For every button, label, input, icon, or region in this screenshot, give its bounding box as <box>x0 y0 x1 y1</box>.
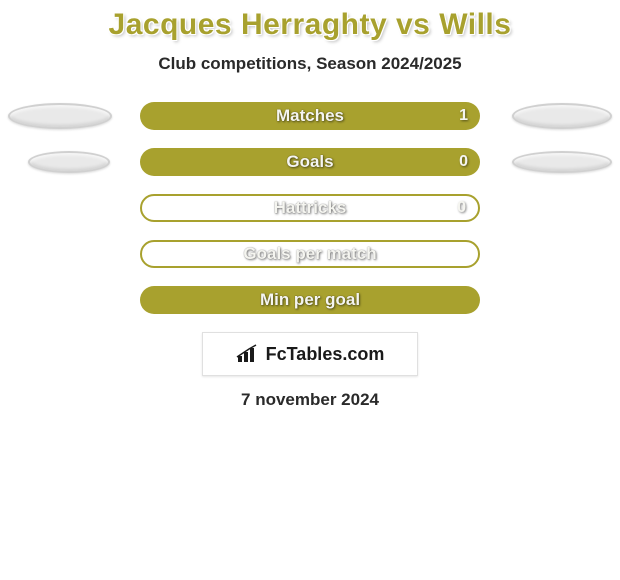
stat-value-right: 0 <box>457 199 466 217</box>
stat-bar: Goals 0 <box>140 148 480 176</box>
stat-bar: Matches 1 <box>140 102 480 130</box>
stats-block: Matches 1 Goals 0 Hattricks 0 Goals per … <box>0 102 620 314</box>
stat-bar: Hattricks 0 <box>140 194 480 222</box>
stat-label: Min per goal <box>260 290 360 310</box>
stat-row-min-per-goal: Min per goal <box>0 286 620 314</box>
stat-row-hattricks: Hattricks 0 <box>0 194 620 222</box>
stat-row-goals: Goals 0 <box>0 148 620 176</box>
left-value-ellipse <box>8 103 112 129</box>
stat-bar: Goals per match <box>140 240 480 268</box>
right-value-ellipse <box>512 103 612 129</box>
source-logo[interactable]: FcTables.com <box>202 332 418 376</box>
stat-label: Hattricks <box>274 198 347 218</box>
date-label: 7 november 2024 <box>0 390 620 410</box>
bar-chart-icon <box>236 344 260 364</box>
stat-value-right: 0 <box>459 153 468 171</box>
stat-row-goals-per-match: Goals per match <box>0 240 620 268</box>
comparison-widget: Jacques Herraghty vs Wills Club competit… <box>0 0 620 410</box>
stat-label: Matches <box>276 106 344 126</box>
stat-row-matches: Matches 1 <box>0 102 620 130</box>
subtitle: Club competitions, Season 2024/2025 <box>0 54 620 74</box>
stat-label: Goals <box>286 152 333 172</box>
stat-label: Goals per match <box>243 244 376 264</box>
stat-value-right: 1 <box>459 107 468 125</box>
page-title: Jacques Herraghty vs Wills <box>0 8 620 42</box>
left-value-ellipse <box>28 151 110 173</box>
logo-text: FcTables.com <box>266 344 385 365</box>
right-value-ellipse <box>512 151 612 173</box>
stat-bar: Min per goal <box>140 286 480 314</box>
